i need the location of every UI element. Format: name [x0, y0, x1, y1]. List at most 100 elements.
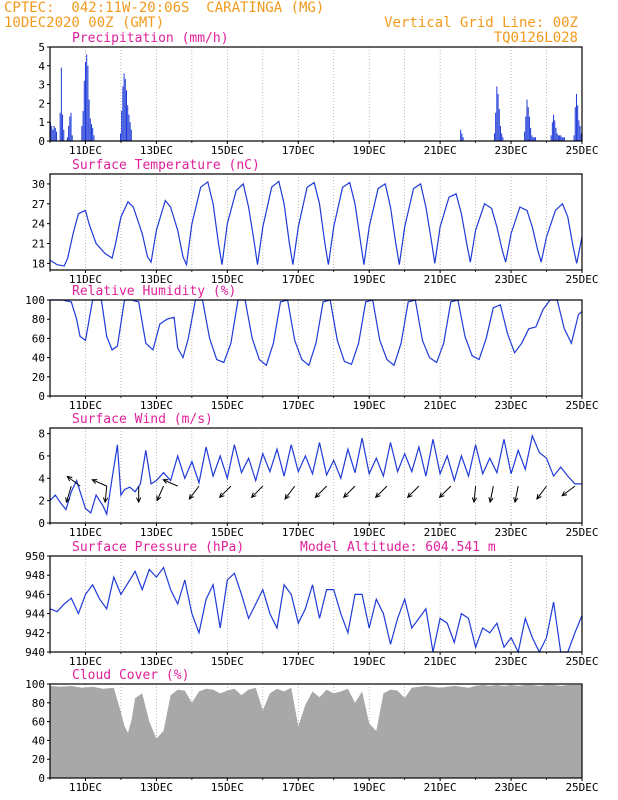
- precip-bar: [59, 112, 61, 141]
- wind-vector-head: [91, 479, 98, 484]
- precip-bar: [122, 86, 124, 141]
- precip-bar: [89, 118, 91, 141]
- precip-bar: [555, 127, 557, 141]
- precip-bar: [554, 120, 556, 141]
- panel-title: Relative Humidity (%): [72, 284, 236, 299]
- wind-vector-head: [284, 493, 290, 500]
- header-run-date: 10DEC2020 00Z (GMT): [4, 15, 165, 31]
- wind-vector-head: [536, 493, 542, 500]
- x-tick-label: 17DEC: [282, 655, 315, 668]
- wind-vector: [92, 479, 107, 487]
- wind-vector: [284, 485, 296, 500]
- wind-vector: [407, 485, 420, 498]
- precip-bar: [127, 105, 129, 141]
- x-tick-label: 11DEC: [69, 273, 102, 286]
- y-tick-label: 21: [32, 238, 45, 251]
- precip-bar: [93, 135, 95, 141]
- x-tick-label: 23DEC: [495, 399, 528, 412]
- x-tick-label: 23DEC: [495, 655, 528, 668]
- x-tick-label: 25DEC: [565, 144, 598, 157]
- wind-vector-head: [66, 475, 73, 482]
- wind-vector-head: [188, 493, 195, 500]
- precip-bar: [498, 109, 500, 141]
- y-tick-label: 40: [32, 352, 45, 365]
- precip-bar: [577, 105, 579, 141]
- header-grid-note: Vertical Grid Line: 00Z: [384, 15, 578, 31]
- y-tick-label: 0: [38, 390, 45, 403]
- precip-bar: [550, 135, 552, 141]
- panel-press: [47, 555, 583, 655]
- y-tick-label: 4: [38, 472, 45, 485]
- x-tick-label: 17DEC: [282, 144, 315, 157]
- wind-vector-head: [156, 495, 162, 502]
- precip-bar: [63, 129, 65, 141]
- x-tick-label: 11DEC: [69, 399, 102, 412]
- x-tick-label: 15DEC: [211, 273, 244, 286]
- precip-bar: [531, 135, 533, 141]
- y-tick-label: 30: [32, 178, 45, 191]
- precip-bar: [560, 135, 562, 141]
- x-tick-label: 13DEC: [140, 273, 173, 286]
- precip-bar: [524, 131, 526, 141]
- precip-bar: [559, 135, 561, 141]
- y-tick-label: 4: [38, 60, 45, 73]
- precip-bar: [69, 116, 71, 141]
- x-tick-label: 23DEC: [495, 781, 528, 794]
- x-tick-label: 15DEC: [211, 526, 244, 539]
- y-tick-label: 2: [38, 97, 45, 110]
- wind-vector-head: [342, 492, 349, 499]
- wind-vector: [343, 485, 356, 498]
- precip-bar: [533, 137, 535, 141]
- wind-vector: [514, 486, 519, 503]
- wind-vector: [251, 485, 264, 498]
- panel-title: Precipitation (mm/h): [72, 31, 229, 46]
- x-tick-label: 25DEC: [565, 781, 598, 794]
- x-tick-label: 23DEC: [495, 273, 528, 286]
- x-tick-label: 25DEC: [565, 526, 598, 539]
- x-tick-label: 19DEC: [353, 526, 386, 539]
- wind-vector: [536, 485, 547, 500]
- y-tick-label: 100: [25, 678, 45, 691]
- y-tick-label: 100: [25, 294, 45, 307]
- panel-precip: [47, 46, 583, 144]
- wind-vector-head: [136, 497, 142, 504]
- y-tick-label: 3: [38, 79, 45, 92]
- precip-bar: [52, 129, 54, 141]
- x-tick-label: 21DEC: [424, 273, 457, 286]
- precip-bar: [579, 125, 581, 141]
- panel-temp: [47, 173, 583, 273]
- precip-bar: [528, 116, 530, 141]
- press-line: [49, 566, 583, 654]
- y-tick-label: 60: [32, 716, 45, 729]
- wind-vector: [439, 485, 452, 498]
- x-tick-label: 19DEC: [353, 273, 386, 286]
- y-tick-label: 6: [38, 450, 45, 463]
- x-tick-label: 15DEC: [211, 655, 244, 668]
- precip-bar: [574, 107, 576, 141]
- y-tick-label: 0: [38, 517, 45, 530]
- precip-bar: [62, 114, 64, 141]
- x-tick-label: 21DEC: [424, 781, 457, 794]
- precip-bar: [561, 137, 563, 141]
- panel-frame: [49, 683, 583, 779]
- precip-bar: [562, 137, 564, 141]
- precip-bar: [502, 137, 504, 141]
- precip-bar: [68, 125, 70, 141]
- x-tick-label: 15DEC: [211, 144, 244, 157]
- x-tick-label: 11DEC: [69, 144, 102, 157]
- x-tick-label: 13DEC: [140, 526, 173, 539]
- precip-bar: [92, 127, 94, 141]
- x-tick-label: 17DEC: [282, 526, 315, 539]
- header-model-id: TQ0126L028: [493, 30, 578, 46]
- wind-vector: [67, 476, 81, 487]
- x-tick-label: 15DEC: [211, 781, 244, 794]
- x-tick-label: 17DEC: [282, 781, 315, 794]
- y-tick-label: 27: [32, 198, 45, 211]
- wind-vector-head: [162, 479, 169, 484]
- panel-rh: [47, 299, 583, 399]
- precip-bar: [91, 124, 93, 141]
- temp-line: [49, 180, 583, 267]
- y-tick-label: 5: [38, 41, 45, 54]
- precip-bar: [119, 133, 121, 141]
